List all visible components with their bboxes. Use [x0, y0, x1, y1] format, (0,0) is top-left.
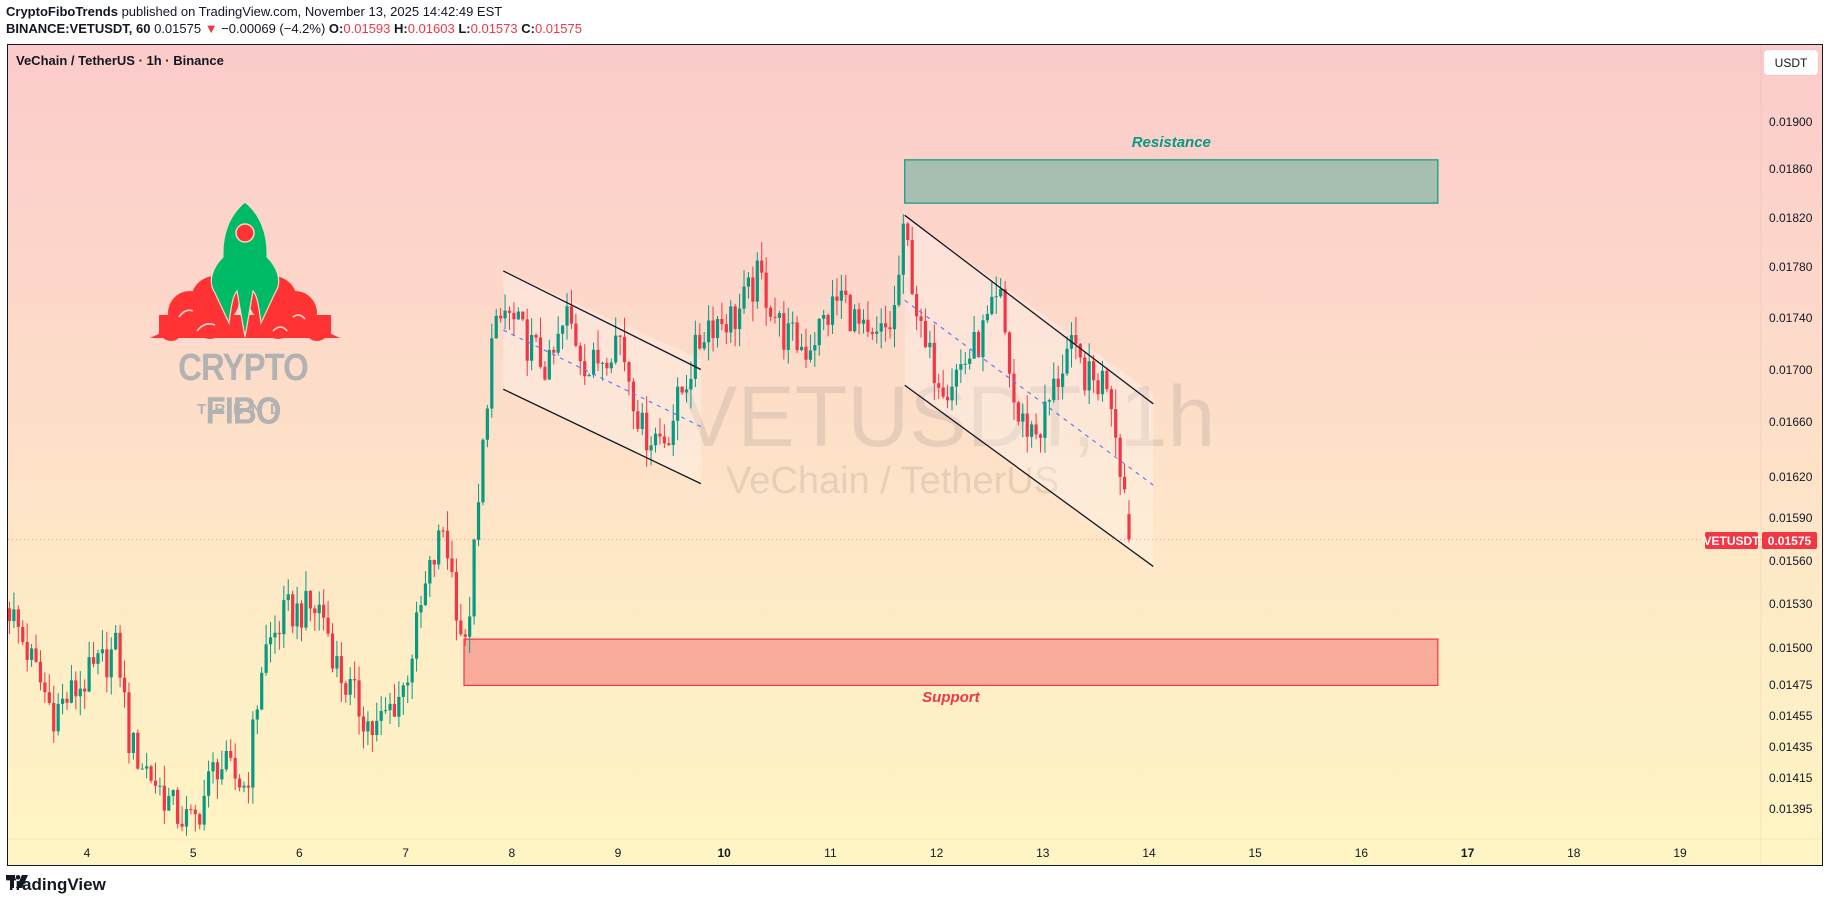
- price-tick-label: 0.01415: [1769, 770, 1813, 785]
- support-label: Support: [922, 689, 980, 707]
- open-value: 0.01593: [343, 21, 391, 36]
- time-tick-label: 11: [824, 846, 837, 860]
- last-price-tag: 0.01575: [1762, 532, 1817, 549]
- high-label: H:: [394, 21, 408, 36]
- price-tick-label: 0.01620: [1769, 469, 1813, 484]
- support-zone[interactable]: [463, 638, 1439, 686]
- open-label: O:: [328, 21, 344, 36]
- channel-fill: [904, 215, 1154, 567]
- price-tick-label: 0.01740: [1769, 310, 1813, 325]
- tradingview-brand[interactable]: TradingView: [6, 875, 106, 895]
- time-tick-label: 13: [1036, 846, 1050, 860]
- price-tick-label: 0.01435: [1769, 739, 1813, 754]
- channel-upper-line[interactable]: [503, 270, 702, 371]
- price-tick-label: 0.01860: [1769, 162, 1813, 177]
- price-chart[interactable]: [8, 45, 1823, 866]
- low-value: 0.01573: [470, 21, 518, 36]
- resistance-label: Resistance: [1131, 133, 1211, 151]
- symbol-line: BINANCE:VETUSDT, 60: [6, 21, 151, 36]
- channel-lower-line[interactable]: [503, 388, 702, 485]
- rocket-logo-icon: [150, 201, 340, 341]
- price-tick-label: 0.01820: [1769, 210, 1813, 225]
- symbol-tag: VETUSDT: [1703, 532, 1760, 549]
- candles: [8, 214, 1131, 836]
- price-tick-label: 0.01500: [1769, 641, 1813, 655]
- time-tick-label: 6: [296, 846, 303, 860]
- down-arrow-icon: ▼: [204, 21, 218, 36]
- time-tick-label: 8: [508, 846, 516, 860]
- last-price: 0.01575: [154, 21, 202, 36]
- price-tick-label: 0.01455: [1769, 708, 1813, 723]
- price-tick-label: 0.01660: [1769, 415, 1813, 430]
- price-tick-label: 0.01700: [1769, 362, 1813, 377]
- price-tick-label: 0.01530: [1769, 596, 1813, 611]
- time-tick-label: 7: [402, 846, 409, 860]
- high-value: 0.01603: [407, 21, 455, 36]
- logo-subtitle: TREND: [197, 401, 289, 418]
- time-tick-label: 4: [83, 846, 91, 860]
- publish-info: CryptoFiboTrends published on TradingVie…: [6, 4, 502, 19]
- tradingview-logo-icon: [6, 875, 28, 888]
- symbol-info: BINANCE:VETUSDT, 60 0.01575 ▼ −0.00069 (…: [6, 21, 582, 36]
- time-tick-label: 18: [1567, 846, 1581, 860]
- time-tick-label: 19: [1673, 846, 1687, 860]
- channel-upper-line[interactable]: [904, 214, 1154, 405]
- currency-button[interactable]: USDT: [1764, 50, 1818, 75]
- low-label: L:: [458, 21, 471, 36]
- price-tick-label: 0.01590: [1769, 511, 1813, 526]
- close-value: 0.01575: [534, 21, 582, 36]
- price-tick-label: 0.01395: [1769, 802, 1813, 817]
- price-tick-label: 0.01560: [1769, 553, 1813, 568]
- channel-lower-line[interactable]: [904, 384, 1154, 567]
- time-tick-label: 16: [1354, 846, 1369, 860]
- chart-pane[interactable]: VETUSDT, 1h VeChain / TetherUS CRYPTO FI…: [7, 44, 1823, 866]
- price-tick-label: 0.01780: [1769, 260, 1813, 275]
- time-tick-label: 14: [1142, 846, 1156, 860]
- time-tick-label: 5: [189, 846, 197, 860]
- channel-midline: [904, 299, 1154, 486]
- chart-legend-title: VeChain / TetherUS · 1h · Binance: [16, 53, 224, 68]
- author-name[interactable]: CryptoFiboTrends: [6, 4, 118, 19]
- time-tick-label: 12: [929, 846, 944, 860]
- time-tick-label: 9: [614, 846, 622, 860]
- resistance-zone[interactable]: [904, 159, 1439, 204]
- time-tick-label: 17: [1460, 846, 1475, 860]
- time-tick-label: 15: [1248, 846, 1262, 860]
- time-tick-label: 10: [717, 846, 731, 860]
- logo-title: CRYPTO FIBO: [178, 345, 309, 432]
- price-change: −0.00069 (−4.2%): [221, 21, 326, 36]
- published-text: published on TradingView.com, November 1…: [121, 4, 503, 19]
- channel-midline: [503, 329, 702, 428]
- tradingview-brand-text: TradingView: [6, 875, 106, 894]
- price-tick-label: 0.01900: [1769, 115, 1813, 130]
- close-label: C:: [521, 21, 535, 36]
- watermark-name: VeChain / TetherUS: [726, 460, 1060, 502]
- price-tick-label: 0.01475: [1769, 678, 1813, 693]
